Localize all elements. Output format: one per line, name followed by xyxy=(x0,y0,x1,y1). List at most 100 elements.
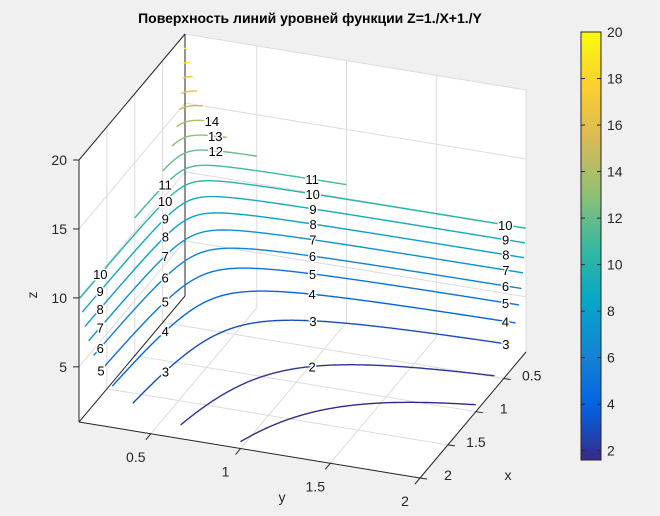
contour-label: 10 xyxy=(93,267,107,282)
contour-label: 8 xyxy=(309,217,316,232)
colorbar: 2 4 6 8 10 12 14 16 18 20 xyxy=(580,24,623,461)
colorbar-tick-label: 14 xyxy=(607,164,623,180)
contour-label: 9 xyxy=(162,211,169,226)
contour-label: 8 xyxy=(502,248,509,263)
grid-line-z xyxy=(78,240,186,368)
contour-line-4 xyxy=(111,290,516,387)
y-tick xyxy=(145,433,152,441)
contour-label: 6 xyxy=(309,249,316,264)
left-wall xyxy=(79,34,185,422)
contour-labels: 1098765111098765431413121110987654321098… xyxy=(92,113,514,381)
contour-label: 3 xyxy=(162,364,169,379)
grid-line-y xyxy=(240,322,347,449)
z-tick-label: 20 xyxy=(51,152,67,168)
x-tick xyxy=(475,411,483,414)
box-edge xyxy=(78,33,186,161)
y-tick-label: 1.5 xyxy=(306,478,326,494)
colorbar-tick-label: 12 xyxy=(607,210,623,226)
y-tick xyxy=(414,477,421,485)
y-tick-label: 1 xyxy=(222,464,230,480)
grid-line-z xyxy=(78,171,186,299)
contour-line-6 xyxy=(93,247,522,356)
chart-title: Поверхность линий уровней функции Z=1./X… xyxy=(138,10,482,26)
contour-label: 11 xyxy=(158,177,172,192)
colorbar-gradient xyxy=(580,31,602,461)
colorbar-tick-label: 10 xyxy=(607,257,623,273)
y-tick xyxy=(235,448,241,455)
contour-label: 3 xyxy=(502,337,509,352)
contour-line-17 xyxy=(182,75,193,79)
y-tick xyxy=(324,462,331,470)
contour-label: 4 xyxy=(308,287,315,302)
colorbar-tick-label: 16 xyxy=(607,117,623,133)
z-tick-label: 5 xyxy=(59,359,67,375)
box-edge xyxy=(78,421,421,479)
colorbar-tick-label: 8 xyxy=(607,303,615,319)
contour-label: 7 xyxy=(502,263,509,278)
contour-label: 14 xyxy=(205,114,219,129)
contour-line-5 xyxy=(100,267,520,371)
box-edge xyxy=(78,295,186,423)
colorbar-tick-label: 2 xyxy=(607,443,615,459)
contour-line-8 xyxy=(84,212,525,327)
colorbar-tick-label: 20 xyxy=(607,24,623,40)
contour-label: 9 xyxy=(502,233,509,248)
y-axis-label: y xyxy=(279,489,286,505)
contour-label: 6 xyxy=(97,341,104,356)
grid-line-z xyxy=(184,240,527,298)
contour-line-14 xyxy=(176,119,212,128)
z-tick-label: 15 xyxy=(51,221,67,237)
axis-ticks: 5 10 15 20 0.5 1 1.5 2 0.5 1 1.5 2 xyxy=(51,152,541,509)
contour-label: 4 xyxy=(502,314,509,329)
contour-label: 6 xyxy=(162,270,169,285)
axes-box xyxy=(78,33,527,479)
box-edge xyxy=(419,351,527,479)
contour-line-10 xyxy=(79,179,526,299)
contour-label: 10 xyxy=(305,187,319,202)
contour-lines xyxy=(79,47,526,443)
z-tick-label: 10 xyxy=(51,290,67,306)
contour-line-2 xyxy=(180,364,495,426)
contour-label: 4 xyxy=(162,324,169,339)
contour-line-12 xyxy=(162,149,257,172)
contour-label: 3 xyxy=(309,314,316,329)
x-tick xyxy=(447,444,455,447)
contour-label: 10 xyxy=(498,218,512,233)
contour-label: 2 xyxy=(308,359,315,374)
contour-line-7 xyxy=(88,229,524,342)
x-tick-label: 1.5 xyxy=(466,434,486,450)
contour-label: 12 xyxy=(209,144,223,159)
x-axis-label: x xyxy=(505,467,512,483)
grid-line-x xyxy=(162,322,504,380)
grid-line-z xyxy=(78,102,186,230)
back-wall xyxy=(185,34,526,352)
colorbar-tick-label: 18 xyxy=(607,71,623,87)
grid-line-y xyxy=(150,307,258,435)
grid-line-y xyxy=(329,336,437,464)
contour-label: 8 xyxy=(162,229,169,244)
contour-label: 11 xyxy=(305,172,319,187)
x-tick-label: 1 xyxy=(500,401,508,417)
colorbar-tick-label: 4 xyxy=(607,396,615,412)
contour-line-13 xyxy=(171,134,227,147)
contour-label: 9 xyxy=(96,284,103,299)
contour-line-3 xyxy=(132,319,510,404)
contour-line-16 xyxy=(180,90,197,95)
x-tick-label: 0.5 xyxy=(522,368,542,384)
contour-line-11 xyxy=(134,164,347,219)
axes-walls xyxy=(79,34,526,478)
contour-label: 5 xyxy=(97,363,104,378)
grid-line-z xyxy=(184,102,527,160)
contour-line-18 xyxy=(183,61,190,64)
floor xyxy=(79,296,526,478)
contour-label: 8 xyxy=(96,302,103,317)
contour-label: 10 xyxy=(158,194,172,209)
contour-label: 7 xyxy=(162,249,169,264)
contour-label: 6 xyxy=(502,279,509,294)
contour-line-9 xyxy=(81,195,526,313)
y-tick-label: 2 xyxy=(401,493,409,509)
contour-label: 7 xyxy=(309,233,316,248)
grid-line-z xyxy=(184,33,527,91)
contour-label: 5 xyxy=(162,295,169,310)
